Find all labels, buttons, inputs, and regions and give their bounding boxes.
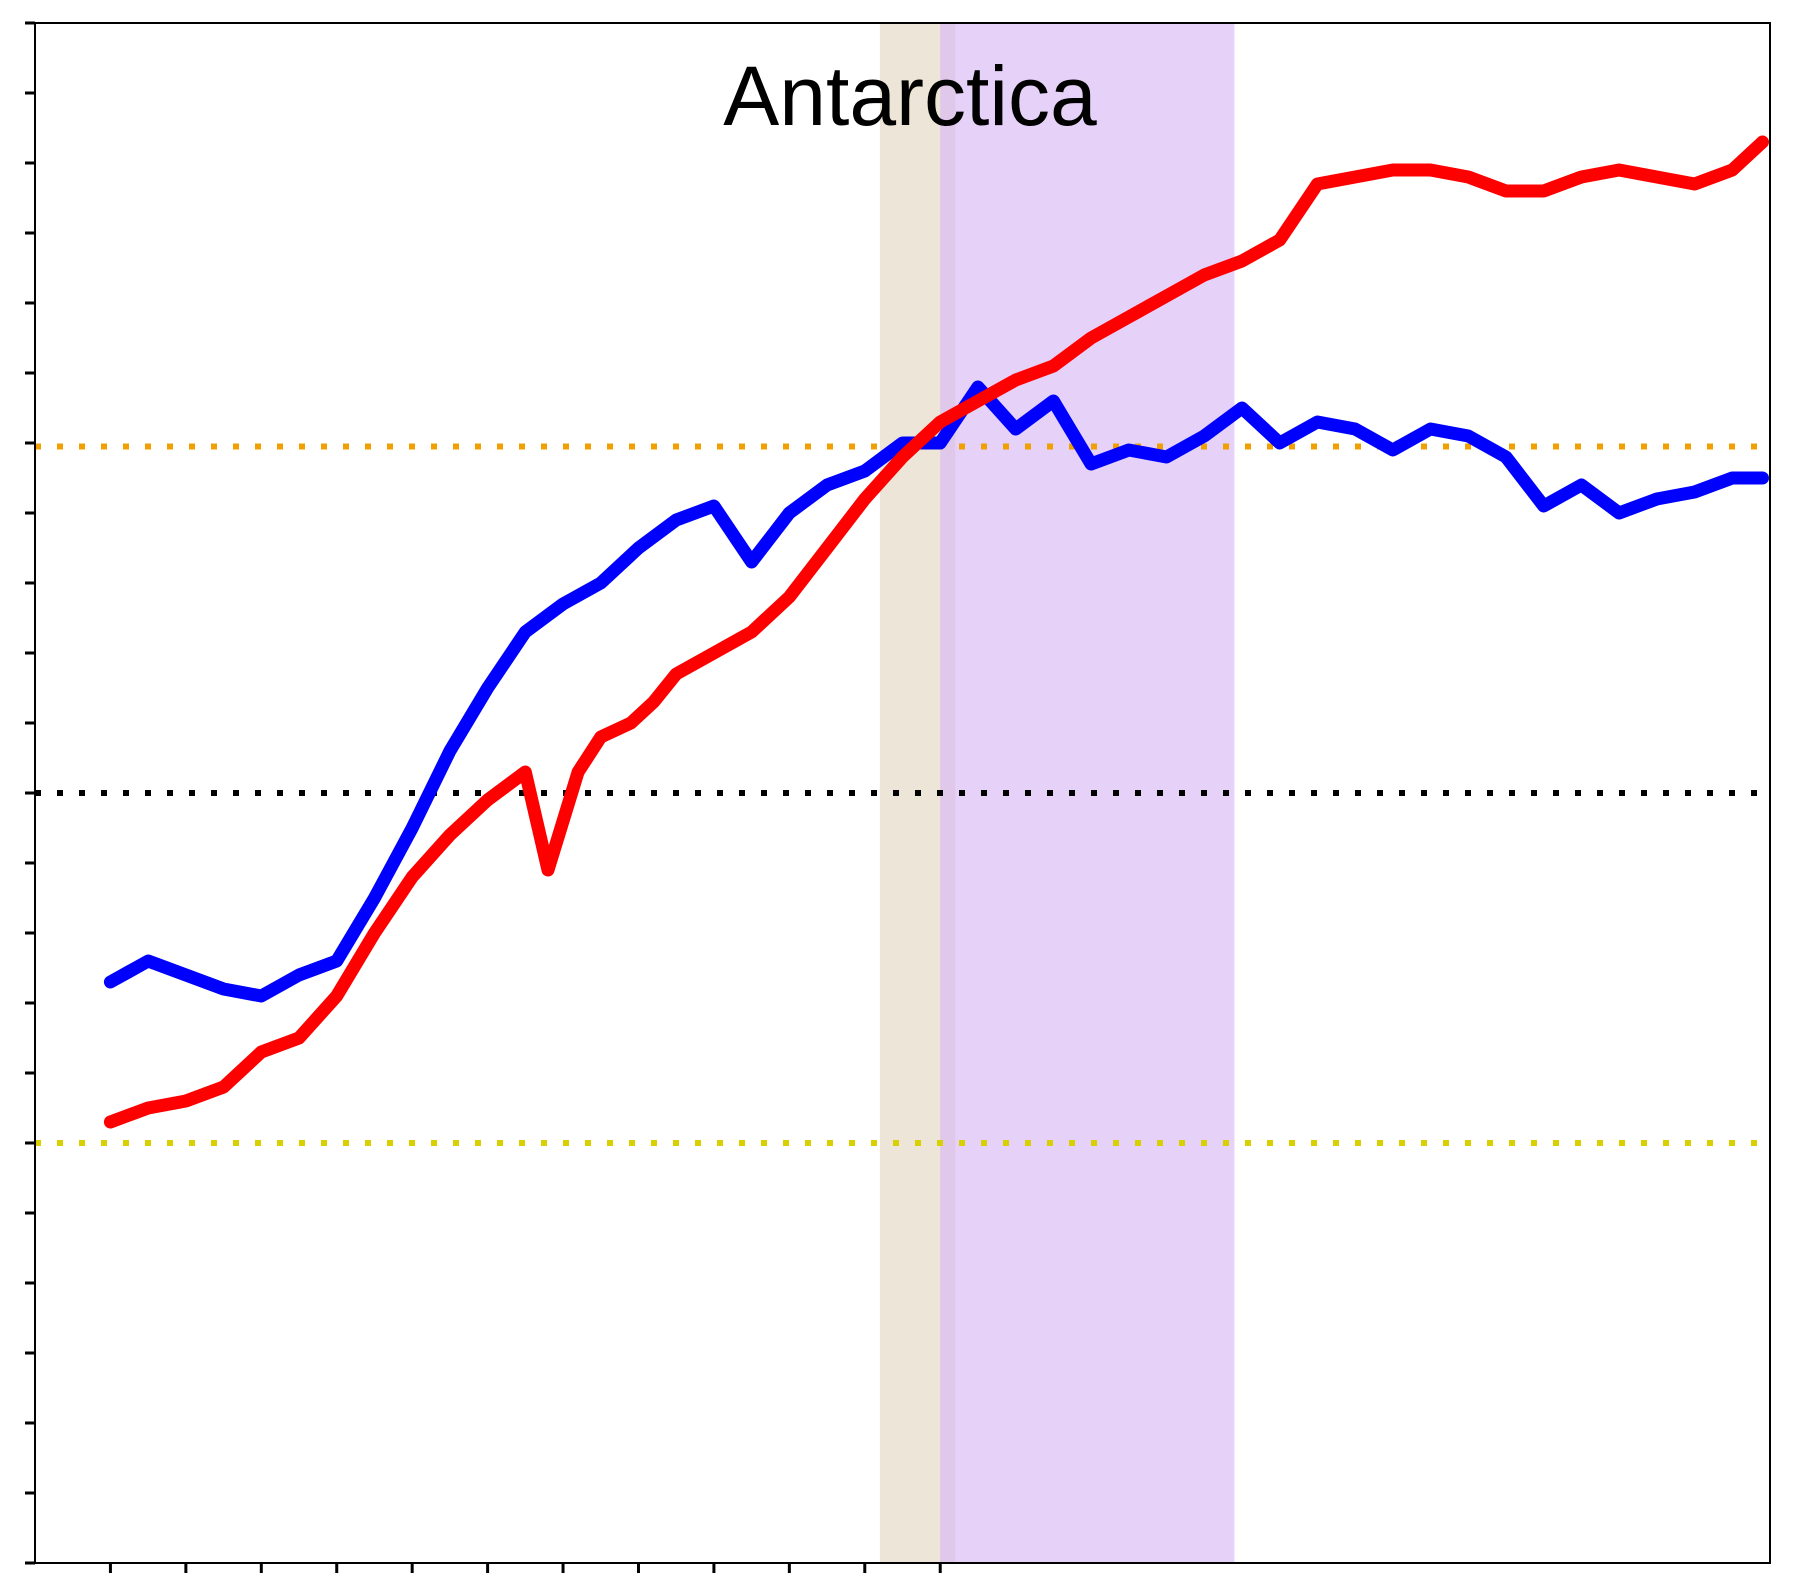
series-line-1 [103,380,1769,1003]
chart-title: Antarctica [723,49,1097,143]
x-axis-ticks [108,1563,942,1573]
y-axis-ticks [25,21,35,1565]
data-series [103,135,1769,1129]
reference-lines [35,443,1770,1146]
series-line-2 [103,135,1769,1129]
